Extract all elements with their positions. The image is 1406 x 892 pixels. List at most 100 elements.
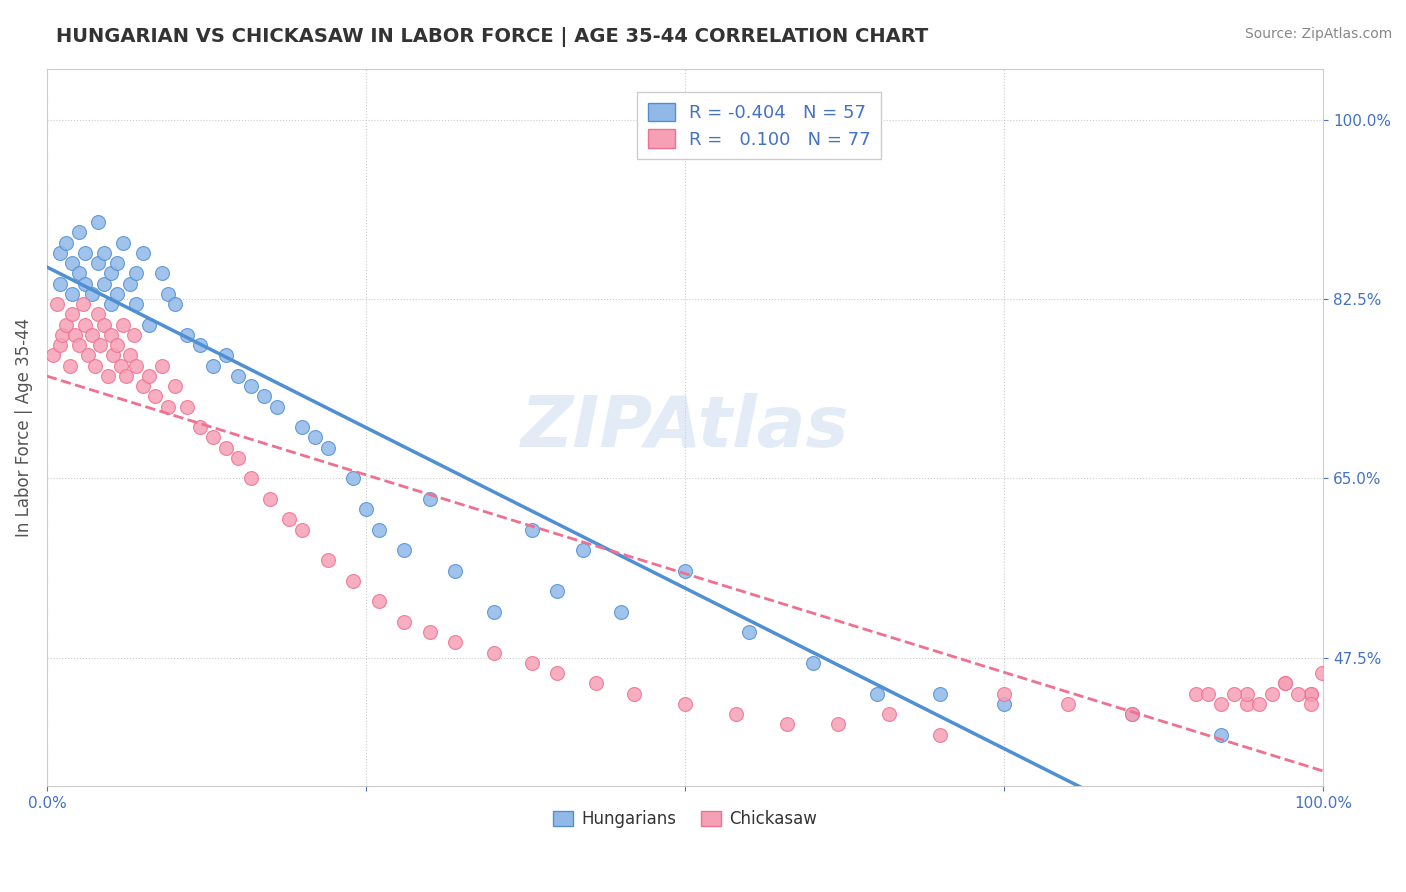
Point: [62, 287, 84, 301]
Point: [176, 400, 198, 414]
Point: [1057, 697, 1080, 711]
Point: [1274, 676, 1296, 690]
Point: [157, 287, 180, 301]
Point: [929, 727, 952, 741]
Point: [214, 348, 236, 362]
Point: [103, 348, 125, 362]
Point: [145, 389, 167, 403]
Point: [993, 697, 1015, 711]
Point: [444, 564, 467, 578]
Point: [1236, 687, 1258, 701]
Point: [520, 523, 543, 537]
Point: [291, 523, 314, 537]
Point: [1249, 697, 1271, 711]
Point: [115, 368, 138, 383]
Point: [75, 277, 97, 291]
Point: [1299, 697, 1322, 711]
Point: [801, 656, 824, 670]
Legend: Hungarians, Chickasaw: Hungarians, Chickasaw: [546, 804, 824, 835]
Point: [354, 502, 377, 516]
Point: [87, 256, 110, 270]
Point: [105, 287, 128, 301]
Point: [100, 267, 122, 281]
Point: [585, 676, 607, 690]
Point: [316, 553, 339, 567]
Point: [879, 707, 901, 722]
Point: [100, 327, 122, 342]
Point: [62, 308, 84, 322]
Point: [419, 625, 441, 640]
Point: [546, 584, 568, 599]
Point: [201, 430, 224, 444]
Point: [48, 277, 70, 291]
Point: [100, 297, 122, 311]
Point: [1236, 697, 1258, 711]
Point: [342, 574, 364, 588]
Point: [87, 215, 110, 229]
Text: ZIPAtlas: ZIPAtlas: [520, 392, 849, 462]
Point: [67, 338, 90, 352]
Point: [367, 523, 389, 537]
Point: [259, 491, 281, 506]
Point: [89, 338, 111, 352]
Point: [240, 471, 263, 485]
Y-axis label: In Labor Force | Age 35-44: In Labor Force | Age 35-44: [15, 318, 32, 537]
Point: [546, 666, 568, 681]
Point: [93, 318, 115, 332]
Point: [80, 287, 103, 301]
Point: [55, 318, 77, 332]
Point: [929, 687, 952, 701]
Point: [1223, 687, 1246, 701]
Point: [67, 267, 90, 281]
Point: [1184, 687, 1206, 701]
Point: [42, 348, 65, 362]
Point: [125, 267, 148, 281]
Point: [367, 594, 389, 608]
Point: [150, 267, 173, 281]
Point: [827, 717, 849, 731]
Point: [214, 441, 236, 455]
Point: [188, 420, 211, 434]
Text: Source: ZipAtlas.com: Source: ZipAtlas.com: [1244, 27, 1392, 41]
Point: [131, 246, 153, 260]
Point: [316, 441, 339, 455]
Point: [80, 327, 103, 342]
Point: [138, 368, 160, 383]
Text: HUNGARIAN VS CHICKASAW IN LABOR FORCE | AGE 35-44 CORRELATION CHART: HUNGARIAN VS CHICKASAW IN LABOR FORCE | …: [56, 27, 928, 46]
Point: [62, 256, 84, 270]
Point: [150, 359, 173, 373]
Point: [157, 400, 180, 414]
Point: [48, 246, 70, 260]
Point: [97, 368, 120, 383]
Point: [1274, 676, 1296, 690]
Point: [125, 297, 148, 311]
Point: [48, 338, 70, 352]
Point: [1299, 687, 1322, 701]
Point: [188, 338, 211, 352]
Point: [278, 512, 301, 526]
Point: [125, 359, 148, 373]
Point: [482, 646, 505, 660]
Point: [163, 297, 186, 311]
Point: [1310, 666, 1333, 681]
Point: [51, 327, 73, 342]
Point: [1211, 727, 1233, 741]
Point: [520, 656, 543, 670]
Point: [59, 359, 82, 373]
Point: [75, 318, 97, 332]
Point: [1121, 707, 1143, 722]
Point: [72, 297, 94, 311]
Point: [46, 297, 69, 311]
Point: [176, 327, 198, 342]
Point: [1121, 707, 1143, 722]
Point: [1197, 687, 1219, 701]
Point: [138, 318, 160, 332]
Point: [105, 338, 128, 352]
Point: [75, 246, 97, 260]
Point: [55, 235, 77, 250]
Point: [110, 359, 132, 373]
Point: [291, 420, 314, 434]
Point: [865, 687, 887, 701]
Point: [163, 379, 186, 393]
Point: [112, 318, 135, 332]
